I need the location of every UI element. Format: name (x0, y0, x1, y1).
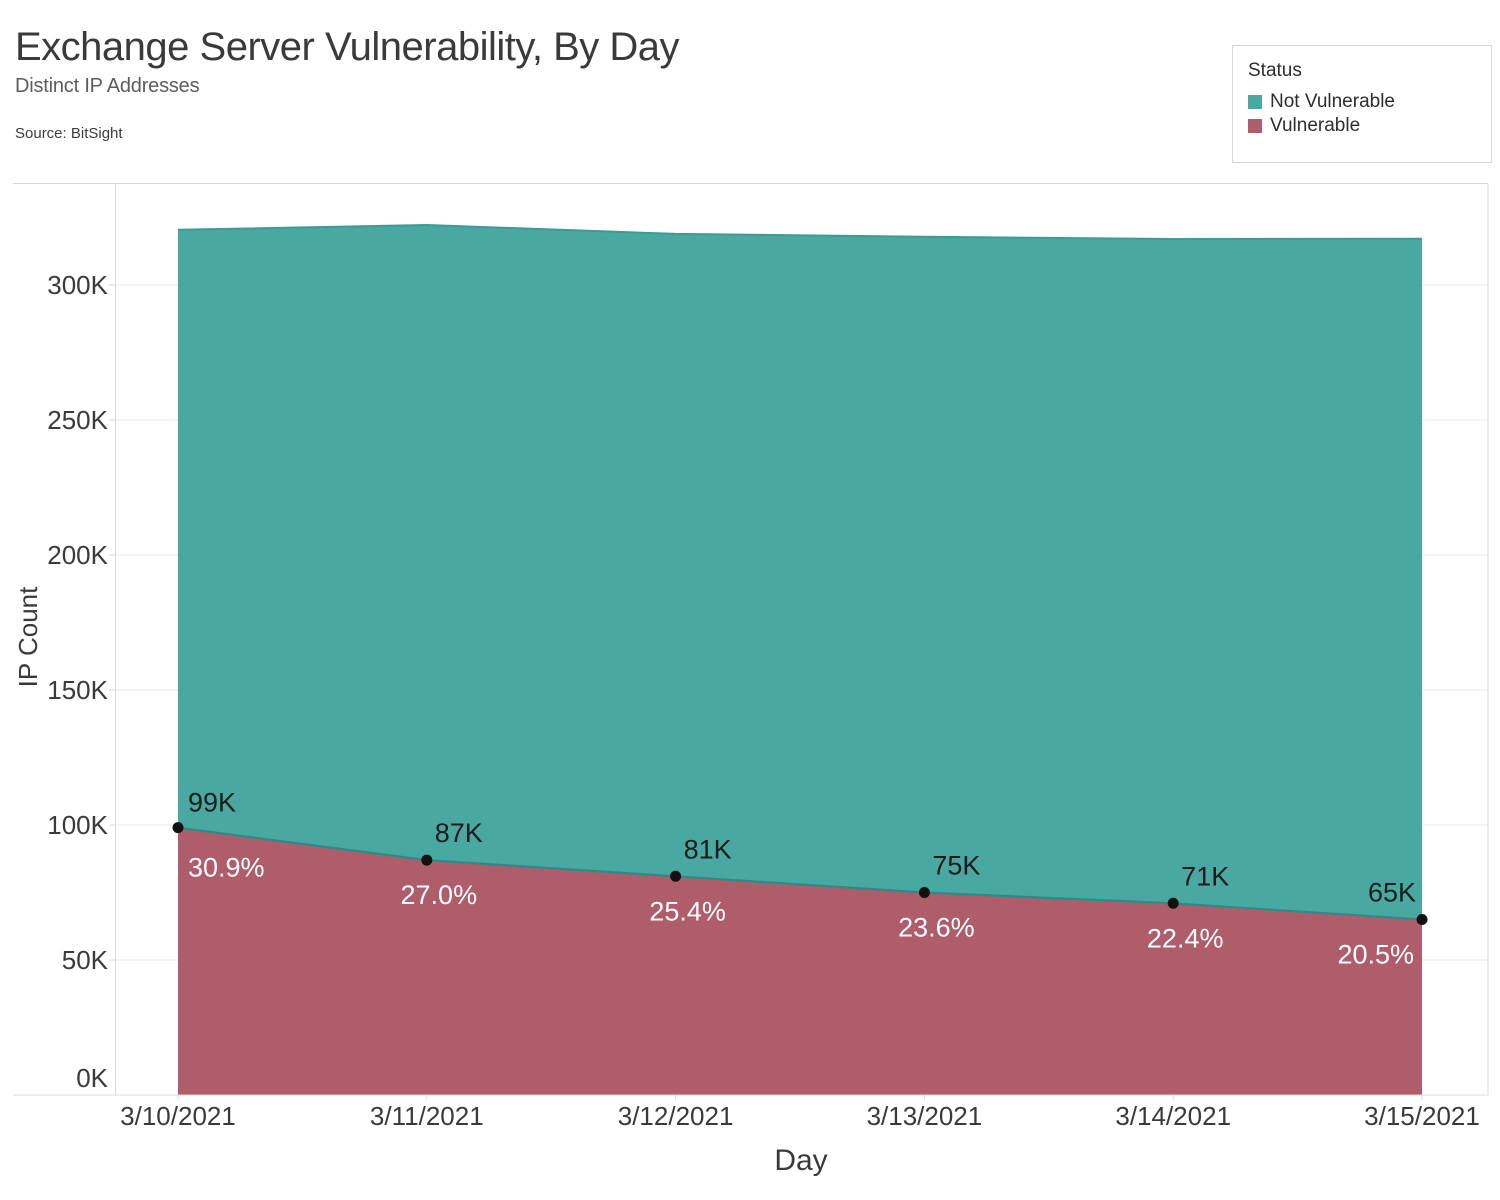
y-tick-label: 50K (62, 945, 109, 975)
y-axis-tick-labels: 0K 50K 100K 150K 200K 250K 300K (47, 270, 108, 1093)
area-series (177, 223, 1423, 1095)
legend-label: Not Vulnerable (1270, 91, 1395, 112)
y-tick-label: 0K (76, 1063, 108, 1093)
percent-label: 27.0% (401, 880, 478, 910)
y-tick-label: 250K (47, 405, 108, 435)
y-tick-label: 150K (47, 675, 108, 705)
percent-label: 30.9% (188, 853, 265, 883)
value-label: 99K (188, 788, 236, 818)
data-point-dot (172, 822, 184, 834)
line-vulnerable-boundary (177, 826, 1423, 921)
data-point-dot (1167, 897, 1179, 909)
data-point-dot (421, 854, 433, 866)
percent-label: 23.6% (898, 912, 975, 942)
x-axis-tick-labels: 3/10/2021 3/11/2021 3/12/2021 3/13/2021 3/14… (120, 1101, 1480, 1131)
x-tick-label: 3/12/2021 (618, 1101, 734, 1131)
x-tick-label: 3/10/2021 (120, 1101, 236, 1131)
value-label: 81K (684, 834, 732, 864)
y-tick-label: 100K (47, 810, 108, 840)
x-tick-label: 3/15/2021 (1364, 1101, 1480, 1131)
percent-label: 25.4% (649, 896, 726, 926)
line-total-top (177, 223, 1423, 241)
value-label: 87K (435, 818, 483, 848)
legend-title: Status (1248, 60, 1302, 81)
value-label: 71K (1181, 861, 1229, 891)
data-point-dots (172, 822, 1428, 925)
x-tick-label: 3/11/2021 (370, 1101, 484, 1131)
percent-label: 20.5% (1337, 939, 1414, 969)
x-tick-label: 3/13/2021 (867, 1101, 983, 1131)
chart-subtitle: Distinct IP Addresses (15, 75, 200, 97)
y-axis-title: IP Count (13, 586, 43, 687)
legend-swatch-vulnerable-icon (1248, 119, 1262, 133)
value-label: 75K (932, 850, 980, 880)
x-axis-title: Day (774, 1144, 827, 1177)
legend-item-vulnerable[interactable]: Vulnerable (1248, 114, 1491, 138)
area-vulnerable (178, 827, 1422, 1095)
y-tick-label: 200K (47, 540, 108, 570)
chart-title: Exchange Server Vulnerability, By Day (15, 25, 680, 69)
pane-border (13, 183, 1489, 1100)
data-labels: 99K 87K 81K 75K 71K 65K 30.9% 27.0% 25.4% 23.6% 22… (188, 788, 1416, 970)
legend: Status Not Vulnerable Vulnerable (1232, 45, 1492, 163)
legend-item-not-vulnerable[interactable]: Not Vulnerable (1248, 90, 1491, 114)
area-not-vulnerable (178, 225, 1422, 920)
x-tick-label: 3/14/2021 (1115, 1101, 1231, 1131)
value-label: 65K (1368, 877, 1416, 907)
legend-label: Vulnerable (1270, 115, 1361, 136)
source-caption: Source: BitSight (15, 125, 123, 142)
legend-swatch-not-vulnerable-icon (1248, 95, 1262, 109)
y-tick-label: 300K (47, 270, 108, 300)
data-point-dot (918, 886, 930, 898)
percent-label: 22.4% (1147, 923, 1224, 953)
data-point-dot (1416, 913, 1428, 925)
data-point-dot (670, 870, 682, 882)
